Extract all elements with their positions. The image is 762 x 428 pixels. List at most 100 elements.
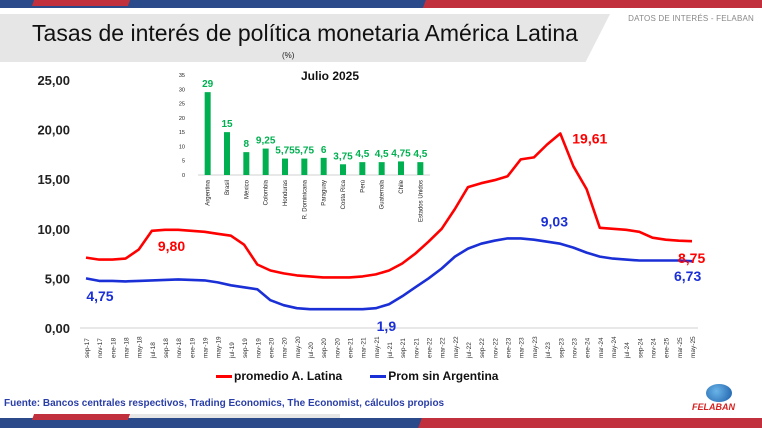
x-tick-label: ene-23 [506, 337, 513, 358]
inset-category-label: R. Dominicana [302, 179, 308, 219]
logo-text: FELABAN [692, 402, 735, 412]
x-tick-label: jul-22 [466, 342, 473, 359]
inset-category-label: Estados Unidos [418, 180, 424, 222]
inset-bar [282, 158, 288, 175]
inset-chart-title: Julio 2025 [301, 69, 359, 83]
legend-item-promedio: promedio A. Latina [216, 369, 342, 383]
x-tick-label: may-19 [216, 336, 223, 358]
inset-bar [398, 161, 404, 175]
inset-bar-label: 3,75 [333, 151, 353, 162]
legend-label-promedio: promedio A. Latina [234, 369, 343, 383]
x-tick-label: ene-19 [189, 337, 196, 358]
x-tick-label: may-23 [532, 336, 539, 358]
inset-bar-label: 5,75 [275, 146, 295, 157]
data-label: 19,61 [572, 130, 607, 146]
inset-category-label: México [244, 179, 250, 199]
main-chart-lines [85, 132, 693, 311]
x-tick-label: may-22 [453, 336, 460, 358]
x-tick-label: mar-24 [598, 337, 605, 358]
inset-category-label: Paraguay [322, 180, 328, 206]
top-banner-gap [0, 8, 762, 12]
bottom-banner-gray [130, 414, 340, 418]
x-tick-label: may-18 [137, 336, 144, 358]
inset-category-label: Colombia [264, 179, 270, 205]
inset-bar-label: 29 [202, 79, 214, 90]
inset-y-tick-label: 25 [179, 102, 185, 108]
x-tick-label: sep-19 [242, 338, 249, 358]
y-tick-label: 15,00 [37, 172, 70, 187]
x-tick-label: ene-18 [110, 337, 117, 358]
y-tick-label: 10,00 [37, 222, 70, 237]
x-tick-label: jul-19 [229, 342, 236, 359]
y-tick-label: 5,00 [45, 271, 70, 286]
x-tick-label: mar-20 [282, 337, 289, 358]
x-tick-label: ene-21 [347, 337, 354, 358]
inset-bar [262, 148, 269, 175]
data-label: 8,75 [678, 250, 705, 266]
x-tick-label: sep-22 [479, 338, 486, 358]
legend-item-sin-argentina: Prom sin Argentina [370, 369, 498, 383]
x-tick-label: may-25 [690, 336, 697, 358]
x-tick-label: ene-25 [664, 337, 671, 358]
x-tick-label: mar-21 [361, 337, 368, 358]
inset-category-label: Perú [360, 180, 366, 193]
legend-label-sin-argentina: Prom sin Argentina [388, 369, 499, 383]
inset-bar [224, 132, 230, 175]
legend-swatch-blue [370, 374, 387, 378]
data-label: 9,80 [158, 238, 185, 254]
page-title: Tasas de interés de política monetaria A… [32, 20, 578, 46]
inset-y-tick-label: 35 [179, 73, 185, 79]
x-tick-label: nov-24 [650, 338, 657, 358]
inset-bar-chart: 0 5 10 15 20 25 30 35 Julio 2025 29 Argentina 15 Bra… [179, 69, 430, 222]
inset-category-label: Costa Rica [341, 179, 347, 209]
x-tick-label: mar-25 [677, 337, 684, 358]
data-label: 4,75 [86, 288, 113, 304]
x-tick-label: nov-23 [571, 338, 578, 358]
x-tick-label: sep-17 [84, 338, 91, 358]
x-tick-label: sep-21 [400, 338, 407, 358]
x-tick-label: mar-19 [203, 337, 210, 358]
x-tick-label: nov-18 [176, 338, 183, 358]
bottom-banner-accent-left [31, 414, 131, 420]
x-tick-label: jul-18 [150, 342, 157, 359]
inset-bar-label: 8 [244, 139, 250, 150]
x-tick-label: sep-20 [321, 338, 328, 358]
legend: promedio A. Latina Prom sin Argentina [216, 369, 498, 383]
x-tick-label: mar-18 [124, 337, 131, 358]
inset-category-label: Guatemala [380, 179, 386, 209]
inset-bar-label: 15 [221, 119, 233, 130]
globe-icon [706, 384, 732, 402]
inset-bar [320, 157, 327, 175]
inset-category-label: Chile [399, 179, 405, 193]
inset-category-label: Honduras [283, 180, 289, 206]
inset-bar-label: 6 [321, 145, 327, 156]
inset-bar-label: 4,5 [375, 149, 389, 160]
x-tick-label: jul-24 [624, 342, 631, 359]
x-tick-label: may-24 [611, 336, 618, 358]
x-tick-label: mar-22 [440, 337, 447, 358]
inset-category-label: Brasil [225, 180, 231, 195]
data-label: 1,9 [377, 318, 397, 334]
inset-bar [340, 164, 346, 175]
title-band [0, 14, 610, 62]
inset-bar [378, 162, 385, 175]
y-tick-label: 20,00 [37, 123, 70, 138]
x-tick-label: jul-21 [387, 342, 394, 359]
inset-bar-label: 4,5 [355, 149, 369, 160]
source-note: Fuente: Bancos centrales respectivos, Tr… [4, 398, 445, 409]
inset-bar-label: 4,5 [413, 149, 427, 160]
x-tick-label: sep-23 [558, 338, 565, 358]
x-tick-label: nov-21 [413, 338, 420, 358]
x-tick-label: nov-19 [255, 338, 262, 358]
series-line-sin-argentina [85, 237, 693, 311]
inset-y-tick-label: 5 [182, 159, 185, 165]
bottom-banner-accent-right [418, 418, 762, 428]
data-label: 6,73 [674, 268, 701, 284]
inset-y-tick-label: 0 [182, 173, 185, 179]
x-tick-label: nov-17 [97, 338, 104, 358]
felaban-logo: FELABAN [688, 384, 748, 414]
unit-subtitle: (%) [282, 51, 295, 60]
x-tick-label: jul-23 [545, 342, 552, 359]
inset-y-tick-label: 15 [179, 130, 185, 136]
